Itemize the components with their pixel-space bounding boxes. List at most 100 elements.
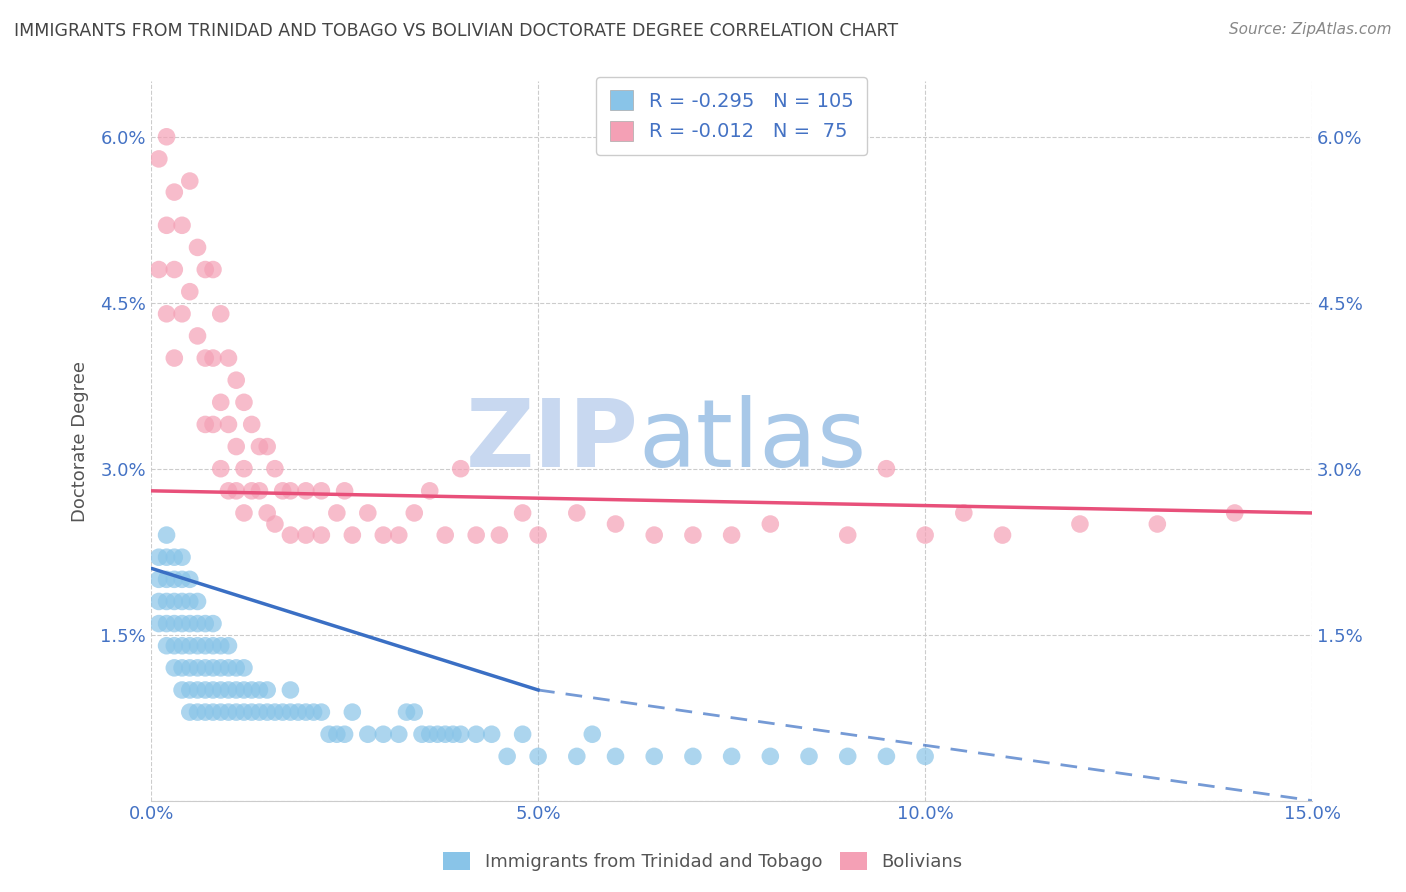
Point xyxy=(218,417,240,432)
Point xyxy=(249,705,271,719)
Point xyxy=(388,528,411,542)
Point xyxy=(194,683,217,698)
Point xyxy=(240,705,263,719)
Point xyxy=(194,351,217,365)
Point xyxy=(264,705,287,719)
Point xyxy=(202,705,225,719)
Point xyxy=(720,749,742,764)
Point xyxy=(1146,516,1168,531)
Point xyxy=(357,506,380,520)
Point xyxy=(225,683,247,698)
Point xyxy=(186,705,208,719)
Point xyxy=(643,528,665,542)
Point xyxy=(256,440,278,454)
Point xyxy=(155,639,177,653)
Point xyxy=(170,219,193,233)
Point xyxy=(295,528,318,542)
Point xyxy=(155,594,177,608)
Point xyxy=(311,705,333,719)
Point xyxy=(419,483,441,498)
Point xyxy=(450,461,472,475)
Point xyxy=(441,727,464,741)
Text: Source: ZipAtlas.com: Source: ZipAtlas.com xyxy=(1229,22,1392,37)
Point xyxy=(186,661,208,675)
Point xyxy=(202,417,225,432)
Point xyxy=(256,705,278,719)
Point xyxy=(179,639,201,653)
Point xyxy=(148,616,170,631)
Point xyxy=(163,639,186,653)
Point xyxy=(240,683,263,698)
Legend: Immigrants from Trinidad and Tobago, Bolivians: Immigrants from Trinidad and Tobago, Bol… xyxy=(436,845,970,879)
Point xyxy=(186,329,208,343)
Point xyxy=(837,749,859,764)
Point xyxy=(194,661,217,675)
Point xyxy=(797,749,820,764)
Point xyxy=(209,705,232,719)
Point xyxy=(914,528,936,542)
Point xyxy=(280,705,302,719)
Point xyxy=(209,307,232,321)
Point xyxy=(155,307,177,321)
Point xyxy=(155,572,177,586)
Point xyxy=(209,395,232,409)
Point xyxy=(194,262,217,277)
Point xyxy=(163,185,186,199)
Point xyxy=(163,262,186,277)
Point xyxy=(225,373,247,387)
Point xyxy=(179,174,201,188)
Point xyxy=(202,616,225,631)
Point xyxy=(218,661,240,675)
Point xyxy=(163,550,186,565)
Point xyxy=(395,705,418,719)
Point xyxy=(186,240,208,254)
Point xyxy=(170,683,193,698)
Point xyxy=(605,516,627,531)
Point xyxy=(249,440,271,454)
Point xyxy=(280,528,302,542)
Point xyxy=(163,351,186,365)
Point xyxy=(342,528,364,542)
Point xyxy=(170,639,193,653)
Point xyxy=(496,749,519,764)
Point xyxy=(311,528,333,542)
Point xyxy=(179,594,201,608)
Point xyxy=(218,351,240,365)
Point xyxy=(218,683,240,698)
Point xyxy=(148,152,170,166)
Point xyxy=(295,705,318,719)
Point xyxy=(326,727,349,741)
Point xyxy=(179,705,201,719)
Point xyxy=(426,727,449,741)
Point xyxy=(163,661,186,675)
Point xyxy=(256,683,278,698)
Point xyxy=(194,616,217,631)
Point xyxy=(411,727,433,741)
Point xyxy=(233,395,256,409)
Point xyxy=(218,639,240,653)
Point xyxy=(163,572,186,586)
Point xyxy=(148,550,170,565)
Point xyxy=(302,705,325,719)
Point xyxy=(225,440,247,454)
Point xyxy=(179,616,201,631)
Point xyxy=(1223,506,1246,520)
Point xyxy=(837,528,859,542)
Point xyxy=(170,550,193,565)
Point xyxy=(1069,516,1091,531)
Point xyxy=(148,594,170,608)
Point xyxy=(233,661,256,675)
Point xyxy=(218,483,240,498)
Point xyxy=(512,727,534,741)
Point xyxy=(225,661,247,675)
Point xyxy=(643,749,665,764)
Point xyxy=(209,461,232,475)
Point xyxy=(186,639,208,653)
Point xyxy=(209,639,232,653)
Point xyxy=(287,705,309,719)
Point xyxy=(170,661,193,675)
Point xyxy=(481,727,503,741)
Point xyxy=(720,528,742,542)
Point xyxy=(202,661,225,675)
Point xyxy=(759,749,782,764)
